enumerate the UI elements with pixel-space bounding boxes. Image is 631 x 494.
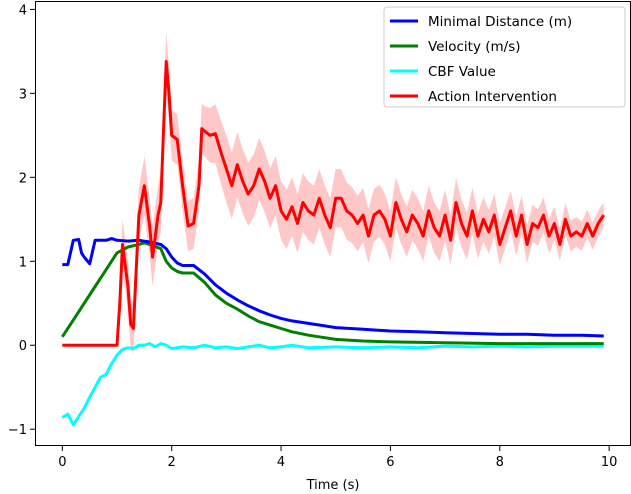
legend: Minimal Distance (m) Velocity (m/s) CBF Va…: [383, 6, 626, 108]
series-lines: [61, 60, 605, 427]
y-tick-label: 2: [19, 171, 27, 186]
y-tick-label: −1: [8, 423, 27, 438]
y-tick-label: 4: [19, 3, 27, 18]
x-tick-label: 10: [601, 455, 618, 470]
series-line-action-intervention: [62, 60, 605, 347]
x-tick-label: 6: [386, 455, 394, 470]
legend-entry: CBF Value: [428, 64, 496, 80]
legend-box: [383, 6, 626, 108]
x-tick-label: 2: [168, 455, 176, 470]
series-line-cbf-value: [61, 342, 604, 427]
legend-entry: Action Intervention: [428, 89, 557, 105]
series-band-action-intervention: [62, 32, 604, 354]
series-line-minimal-distance-m: [62, 237, 604, 338]
x-axis-ticks: 0 2 4 6 8 10: [58, 446, 617, 470]
x-tick-label: 8: [496, 455, 504, 470]
x-axis-label: Time (s): [306, 478, 360, 493]
legend-entry: Velocity (m/s): [428, 39, 521, 55]
y-axis-ticks: −1 0 1 2 3 4: [8, 3, 35, 438]
confidence-bands: [62, 32, 604, 354]
y-tick-label: 0: [19, 339, 27, 354]
x-tick-label: 4: [277, 455, 285, 470]
y-tick-label: 3: [19, 87, 27, 102]
x-tick-label: 0: [58, 455, 66, 470]
y-tick-label: 1: [19, 255, 27, 270]
legend-entry: Minimal Distance (m): [428, 14, 572, 30]
